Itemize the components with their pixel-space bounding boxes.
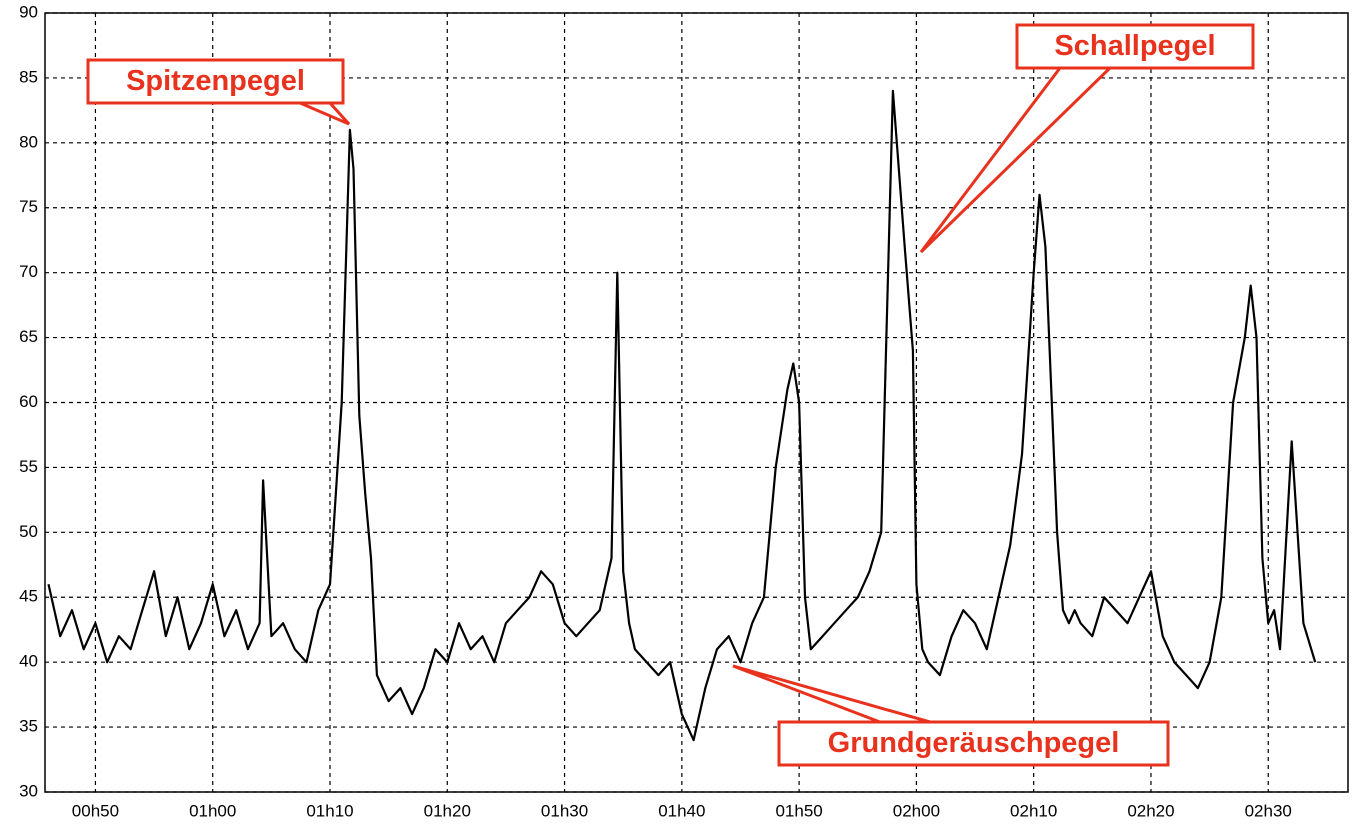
series-line — [47, 89, 1317, 742]
annotation-arrow — [299, 101, 351, 126]
x-tick-label: 01h10 — [306, 801, 353, 820]
y-tick-label: 45 — [19, 587, 38, 606]
x-tick-label: 02h20 — [1127, 801, 1174, 820]
y-tick-label: 70 — [19, 262, 38, 281]
x-tick-label: 01h30 — [541, 801, 588, 820]
y-tick-label: 90 — [19, 2, 38, 21]
x-tick-label: 01h00 — [189, 801, 236, 820]
x-tick-label: 02h30 — [1245, 801, 1292, 820]
y-tick-label: 40 — [19, 652, 38, 671]
y-tick-label: 75 — [19, 197, 38, 216]
y-tick-label: 80 — [19, 132, 38, 151]
x-tick-label: 02h00 — [893, 801, 940, 820]
y-tick-label: 60 — [19, 392, 38, 411]
x-tick-label: 01h20 — [424, 801, 471, 820]
annotation: Grundgeräuschpegel — [828, 727, 1120, 759]
x-tick-label: 02h10 — [1010, 801, 1057, 820]
annotation-box — [1015, 23, 1255, 70]
annotation: Spitzenpegel — [126, 65, 305, 97]
annotation-arrow — [919, 66, 1114, 254]
x-tick-label: 01h40 — [658, 801, 705, 820]
annotation-box — [777, 720, 1170, 767]
y-tick-label: 65 — [19, 327, 38, 346]
y-tick-label: 55 — [19, 457, 38, 476]
annotation: Schallpegel — [1054, 30, 1215, 62]
annotation-arrow — [732, 664, 931, 724]
plot-frame — [44, 12, 1349, 793]
y-tick-label: 50 — [19, 522, 38, 541]
y-tick-label: 30 — [19, 781, 38, 800]
y-tick-label: 35 — [19, 717, 38, 736]
y-tick-label: 85 — [19, 67, 38, 86]
x-tick-label: 01h50 — [775, 801, 822, 820]
annotation-box — [86, 58, 345, 105]
x-tick-label: 00h50 — [72, 801, 119, 820]
